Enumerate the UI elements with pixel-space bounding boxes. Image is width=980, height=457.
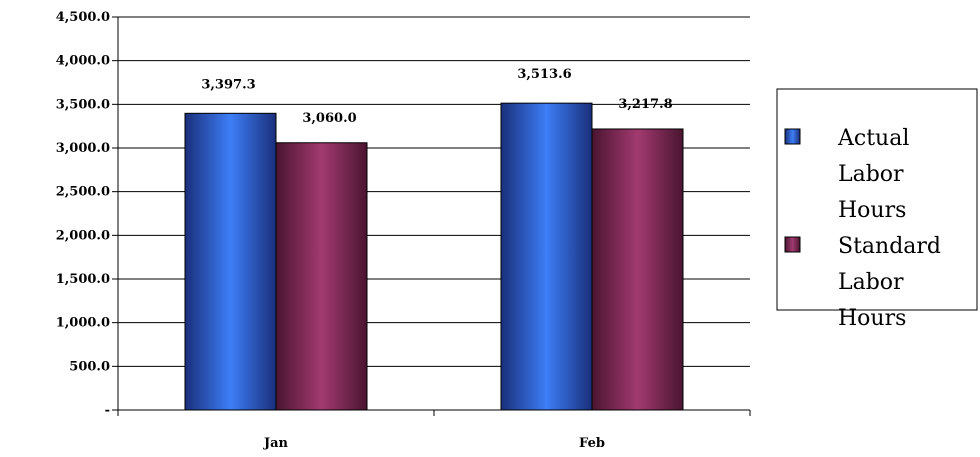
data-label: 3,513.6 bbox=[517, 67, 571, 82]
y-tick-label: 4,500.0 bbox=[56, 10, 110, 25]
bar-actual-jan bbox=[184, 112, 277, 411]
y-tick-label: 4,000.0 bbox=[56, 54, 110, 69]
y-tick-label: - bbox=[105, 403, 110, 418]
bars bbox=[184, 102, 684, 411]
x-tick-label: Jan bbox=[263, 436, 289, 451]
data-label: 3,397.3 bbox=[201, 77, 255, 92]
bar-standard-feb bbox=[591, 128, 684, 411]
legend-swatch bbox=[784, 128, 801, 145]
x-tick-label: Feb bbox=[579, 436, 605, 451]
data-labels: 3,397.3 3,060.0 3,513.6 3,217.8 bbox=[201, 67, 672, 126]
legend-box bbox=[776, 88, 978, 311]
y-tick-label: 500.0 bbox=[69, 359, 110, 374]
bar-actual-feb bbox=[500, 102, 593, 411]
bar-standard-jan bbox=[275, 142, 368, 411]
data-label: 3,060.0 bbox=[302, 111, 356, 126]
y-tick-label: 3,500.0 bbox=[56, 97, 110, 112]
y-tick-label: 3,000.0 bbox=[56, 141, 110, 156]
legend: Actual Labor Hours Standard Labor Hours bbox=[776, 88, 978, 331]
axes: - 500.0 1,000.0 1,500.0 2,000.0 2,500.0 3,000.… bbox=[56, 10, 751, 451]
y-tick-label: 1,500.0 bbox=[56, 272, 110, 287]
y-tick-label: 1,000.0 bbox=[56, 316, 110, 331]
legend-swatch bbox=[784, 236, 801, 253]
y-tick-label: 2,000.0 bbox=[56, 228, 110, 243]
data-label: 3,217.8 bbox=[618, 97, 672, 112]
legend-label: Actual Labor Hours bbox=[837, 126, 909, 223]
legend-label: Standard Labor Hours bbox=[838, 234, 941, 331]
y-tick-label: 2,500.0 bbox=[56, 185, 110, 200]
